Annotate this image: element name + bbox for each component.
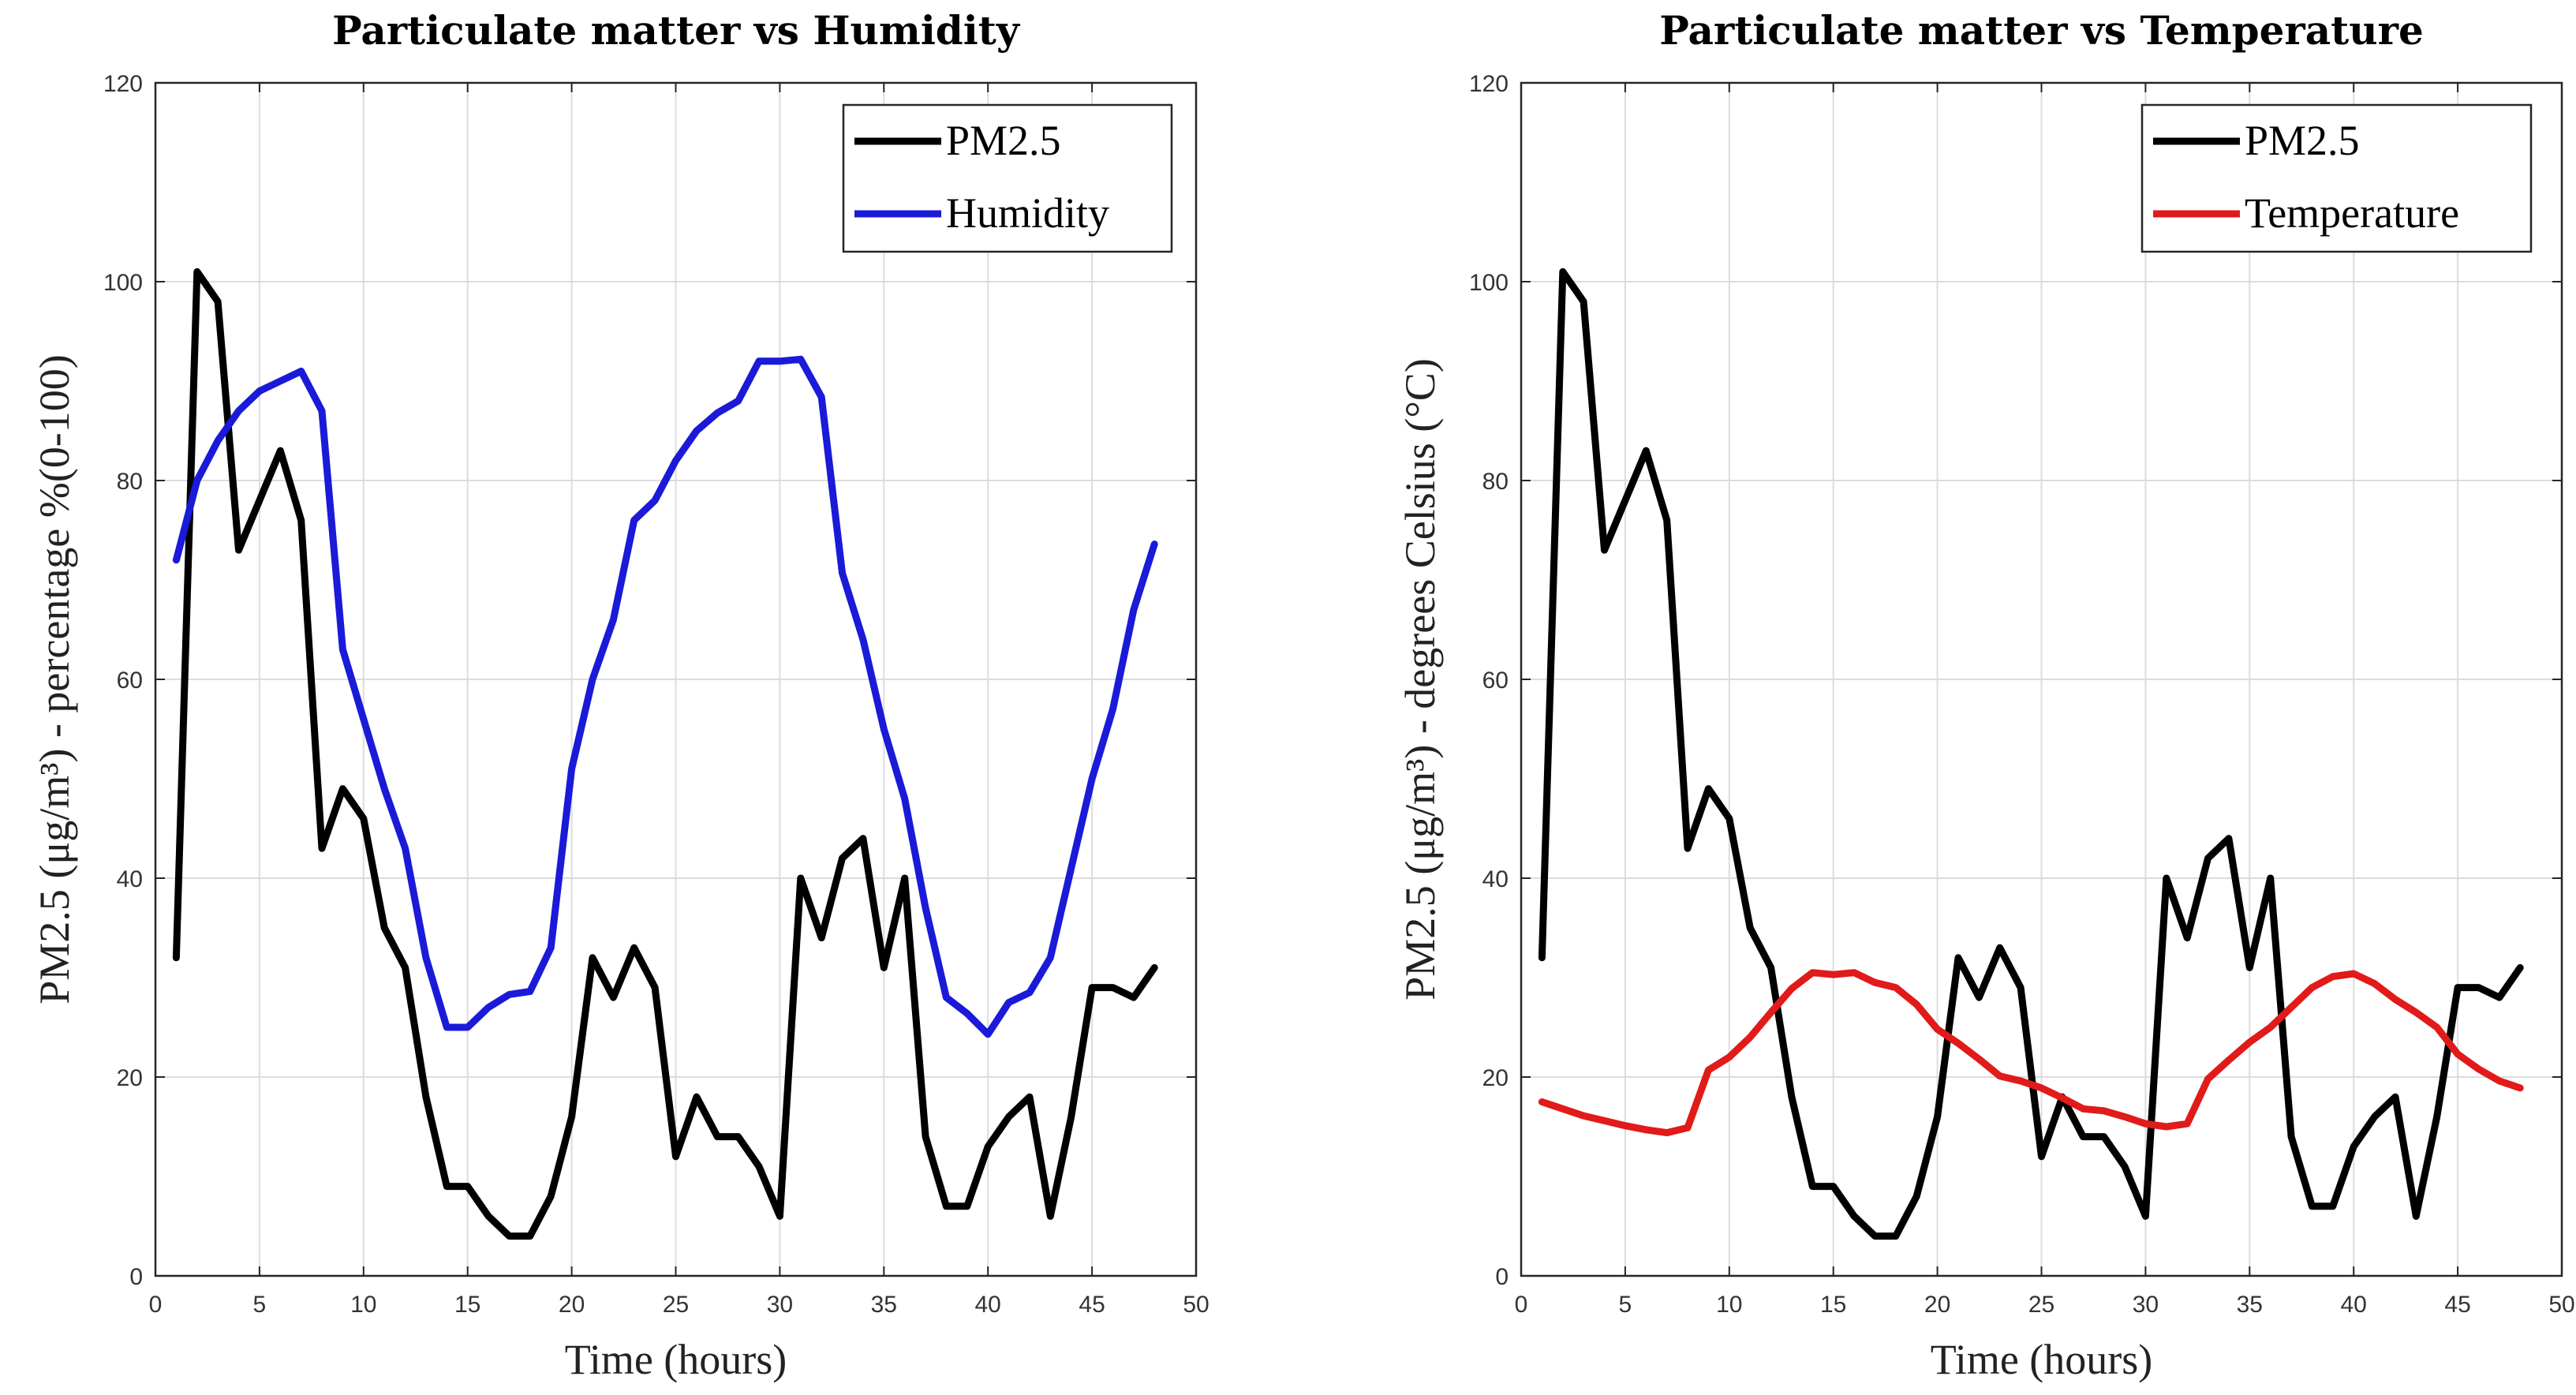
y-tick-label: 0 [1495, 1264, 1509, 1290]
x-tick-label: 0 [1515, 1292, 1528, 1318]
legend-box [842, 103, 1173, 253]
x-tick-label: 25 [663, 1292, 689, 1318]
y-tick-label: 40 [1482, 866, 1509, 892]
y-tick-label: 20 [1482, 1065, 1509, 1091]
x-tick-label: 5 [1619, 1292, 1632, 1318]
chart-panel-1: 0 5 10 15 20 25 30 35 40 45 50 0 20 40 60 80 100 120 Parti… [31, 7, 1209, 1383]
x-tick-label: 10 [1716, 1292, 1742, 1318]
y-tick-label: 60 [117, 668, 143, 694]
y-tick-label: 40 [117, 866, 143, 892]
x-tick-label: 5 [253, 1292, 267, 1318]
series-line-temperature [1538, 969, 2524, 1137]
x-axis-label: Time (hours) [565, 1336, 787, 1383]
legend-label: PM2.5 [2245, 117, 2360, 164]
x-tick-label: 15 [1820, 1292, 1846, 1318]
y-tick-label: 60 [1482, 668, 1509, 694]
y-tick-label: 120 [1469, 71, 1509, 97]
chart-panel-2: 0 5 10 15 20 25 30 35 40 45 50 0 20 40 60 80 100 120 Parti… [1396, 7, 2575, 1383]
x-tick-label: 45 [2444, 1292, 2470, 1318]
x-tick-label: 40 [2341, 1292, 2367, 1318]
series-line-humidity [172, 355, 1158, 1038]
legend-box [2140, 103, 2533, 253]
x-tick-label: 35 [871, 1292, 897, 1318]
y-tick-label: 100 [1469, 270, 1509, 296]
y-tick-label: 0 [129, 1264, 143, 1290]
y-tick-label: 120 [103, 71, 143, 97]
legend: PM2.5 Temperature [2140, 103, 2533, 253]
x-tick-label: 15 [454, 1292, 480, 1318]
x-tick-label: 20 [1924, 1292, 1950, 1318]
x-tick-label: 0 [149, 1292, 163, 1318]
y-tick-label: 100 [103, 270, 143, 296]
x-tick-label: 30 [2133, 1292, 2159, 1318]
legend-label: Humidity [946, 189, 1109, 237]
y-axis-label: PM2.5 (μg/m³) - percentage %(0-100) [31, 354, 78, 1004]
x-tick-label: 40 [975, 1292, 1001, 1318]
series-line-pm2-5 [1538, 267, 2524, 1240]
y-tick-label: 20 [117, 1065, 143, 1091]
y-tick-label: 80 [1482, 469, 1509, 495]
x-axis-label: Time (hours) [1931, 1336, 2153, 1383]
legend-label: Temperature [2245, 189, 2459, 237]
legend: PM2.5 Humidity [842, 103, 1173, 253]
x-tick-label: 30 [767, 1292, 793, 1318]
x-tick-label: 50 [2548, 1292, 2574, 1318]
chart-title: Particulate matter vs Humidity [332, 7, 1021, 54]
x-tick-label: 50 [1183, 1292, 1209, 1318]
x-tick-label: 10 [350, 1292, 376, 1318]
chart-title: Particulate matter vs Temperature [1659, 7, 2424, 54]
y-axis-label: PM2.5 (μg/m³) - degrees Celsius (°C) [1396, 358, 1444, 1000]
legend-label: PM2.5 [946, 117, 1061, 164]
x-tick-label: 45 [1079, 1292, 1105, 1318]
x-tick-label: 25 [2028, 1292, 2054, 1318]
y-tick-label: 80 [117, 469, 143, 495]
x-tick-label: 35 [2237, 1292, 2263, 1318]
x-tick-label: 20 [559, 1292, 585, 1318]
series-line-pm2-5 [172, 267, 1158, 1240]
